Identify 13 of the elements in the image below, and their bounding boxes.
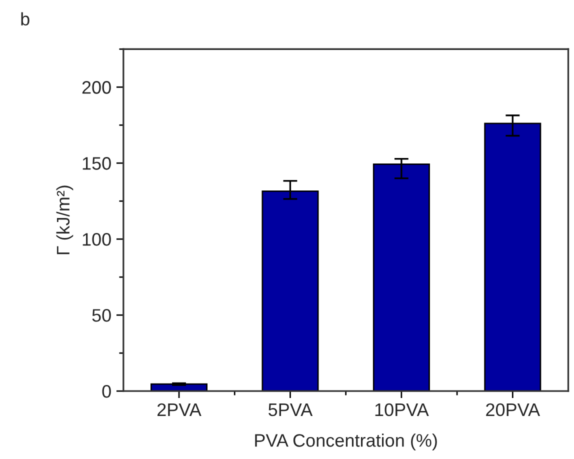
x-axis-title: PVA Concentration (%) <box>255 434 437 450</box>
x-tick-label: 10PVA <box>375 403 429 416</box>
y-tick-label: 100 <box>82 233 111 246</box>
y-tick-label: 150 <box>82 157 111 170</box>
x-tick-label: 20PVA <box>486 403 540 416</box>
text: b <box>21 12 30 26</box>
y-tick-label: 50 <box>92 309 111 322</box>
x-tick-label: 5PVA <box>268 404 313 416</box>
y-axis-title: Γ (kJ/m²) <box>56 186 74 254</box>
y-tick-label: 0 <box>102 385 111 398</box>
bar <box>372 163 430 392</box>
x-tick-label: 2PVA <box>158 403 202 416</box>
y-tick-label: 200 <box>82 81 111 94</box>
